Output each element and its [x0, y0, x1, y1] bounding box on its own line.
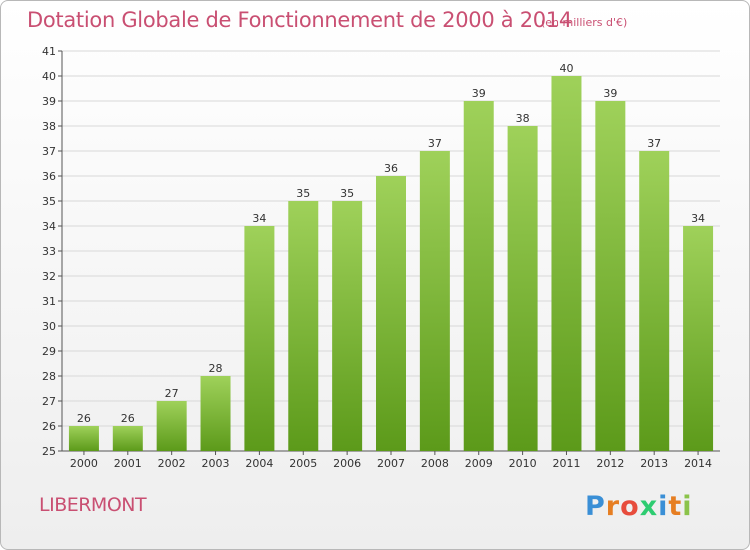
- logo-letter: o: [620, 491, 640, 522]
- x-tick-label: 2008: [421, 457, 449, 470]
- bar: [463, 101, 494, 451]
- y-tick-label: 31: [42, 295, 56, 308]
- data-label: 40: [559, 62, 573, 75]
- logo-letter: i: [658, 491, 669, 522]
- x-tick-label: 2011: [552, 457, 580, 470]
- bar: [112, 426, 143, 451]
- bar: [244, 226, 275, 451]
- y-tick-label: 36: [42, 170, 56, 183]
- data-label: 35: [296, 187, 310, 200]
- bar: [419, 151, 450, 451]
- logo-letter: x: [639, 491, 659, 522]
- data-label: 34: [691, 212, 705, 225]
- data-label: 36: [384, 162, 398, 175]
- data-label: 39: [603, 87, 617, 100]
- labels: 25 26 27 28 29 30 31 32 33 34 35 36 37 38 39 40 41 26 2000…: [42, 45, 712, 470]
- x-tick-label: 2000: [70, 457, 98, 470]
- bar: [551, 76, 582, 451]
- x-tick-label: 2013: [640, 457, 668, 470]
- y-tick-label: 27: [42, 395, 56, 408]
- bars: [68, 76, 714, 451]
- data-label: 38: [516, 112, 530, 125]
- x-tick-label: 2007: [377, 457, 405, 470]
- y-tick-label: 30: [42, 320, 56, 333]
- x-tick-label: 2001: [114, 457, 142, 470]
- logo-letter: r: [605, 491, 621, 522]
- data-label: 26: [77, 412, 91, 425]
- data-label: 26: [121, 412, 135, 425]
- y-tick-label: 28: [42, 370, 56, 383]
- chart-title: Dotation Globale de Fonctionnement de 20…: [27, 8, 572, 32]
- y-tick-label: 25: [42, 445, 56, 458]
- logo-letter: P: [585, 491, 606, 522]
- bar: [200, 376, 231, 451]
- y-tick-label: 35: [42, 195, 56, 208]
- bar: [376, 176, 406, 451]
- bar: [68, 426, 99, 451]
- data-label: 28: [209, 362, 223, 375]
- y-tick-label: 34: [42, 220, 56, 233]
- y-tick-label: 37: [42, 145, 56, 158]
- x-tick-label: 2002: [158, 457, 186, 470]
- data-label: 37: [647, 137, 661, 150]
- data-label: 37: [428, 137, 442, 150]
- x-tick-label: 2010: [509, 457, 537, 470]
- y-tick-label: 32: [42, 270, 56, 283]
- bar: [507, 126, 538, 451]
- y-tick-label: 41: [42, 45, 56, 58]
- y-tick-label: 40: [42, 70, 56, 83]
- data-label: 34: [252, 212, 266, 225]
- bar: [156, 401, 187, 451]
- x-tick-label: 2009: [465, 457, 493, 470]
- proxiti-logo: Proxiti: [585, 491, 693, 522]
- y-tick-label: 29: [42, 345, 56, 358]
- y-tick-label: 39: [42, 95, 56, 108]
- x-tick-label: 2003: [202, 457, 230, 470]
- commune-name: LIBERMONT: [39, 494, 147, 516]
- bar: [288, 201, 319, 451]
- x-tick-label: 2006: [333, 457, 361, 470]
- logo-letter: t: [668, 491, 683, 522]
- x-tick-label: 2014: [684, 457, 712, 470]
- bar: [332, 201, 363, 451]
- bar: [639, 151, 670, 451]
- chart-subtitle: (en milliers d'€): [541, 16, 628, 29]
- x-tick-label: 2005: [289, 457, 317, 470]
- x-tick-label: 2004: [245, 457, 273, 470]
- logo-letter: i: [682, 491, 693, 522]
- data-label: 35: [340, 187, 354, 200]
- bar: [683, 226, 714, 451]
- y-tick-label: 38: [42, 120, 56, 133]
- x-tick-label: 2012: [596, 457, 624, 470]
- data-label: 39: [472, 87, 486, 100]
- bar: [595, 101, 626, 451]
- y-tick-label: 33: [42, 245, 56, 258]
- data-label: 27: [165, 387, 179, 400]
- y-tick-label: 26: [42, 420, 56, 433]
